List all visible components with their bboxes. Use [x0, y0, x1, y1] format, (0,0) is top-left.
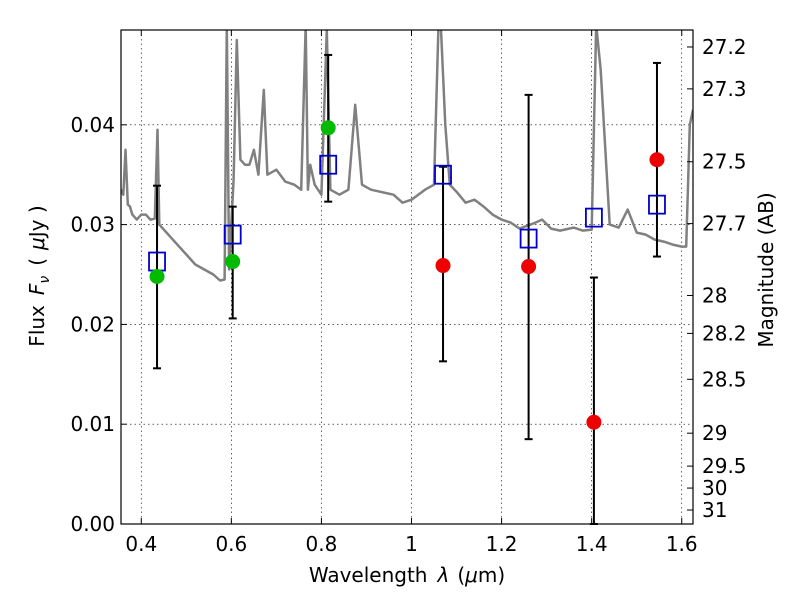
y-tick-label: 0.04	[70, 113, 115, 137]
errorbar-layer	[153, 53, 661, 525]
y-tick-label: 0.03	[70, 213, 115, 237]
x-tick-label: 0.8	[306, 532, 338, 556]
y2-axis-label: Magnitude (AB)	[754, 192, 778, 347]
red-dot	[649, 152, 665, 168]
model-square	[519, 228, 538, 249]
y2-tick-label: 27.7	[702, 212, 747, 236]
x-tick-label: 1.4	[576, 532, 608, 556]
y2-tick-label: 29.5	[702, 454, 747, 478]
x-axis-label: Wavelength λ (μm)	[309, 563, 505, 587]
y2-tick-label: 29	[702, 421, 727, 445]
y2-tick-label: 28.5	[702, 367, 747, 391]
model-square	[319, 154, 338, 175]
x-axis-ticks: 0.4 0.6 0.8 1 1.2 1.4 1.6	[125, 30, 698, 556]
y-tick-label: 0.01	[70, 412, 115, 436]
y-tick-label: 0.02	[70, 312, 115, 336]
red-dot	[521, 259, 537, 275]
plot-frame	[120, 29, 694, 525]
red-dot	[586, 414, 602, 430]
photometry-dot-layer	[149, 120, 665, 430]
y-axis-label: FluxFν(μJy )	[25, 205, 53, 346]
y2-tick-label: 27.3	[702, 77, 747, 101]
red-dot	[435, 258, 451, 274]
model-square	[648, 194, 666, 215]
y2-tick-label: 28.2	[702, 321, 747, 345]
y2-tick-label: 28	[702, 283, 727, 307]
x-tick-label: 0.4	[125, 532, 157, 556]
x-tick-label: 1	[405, 532, 418, 556]
y2-tick-label: 27.5	[702, 150, 747, 174]
x-tick-label: 0.6	[215, 532, 247, 556]
spectrum-layer	[121, 30, 693, 282]
grid-lines	[121, 30, 693, 525]
y2-tick-label: 31	[702, 498, 727, 522]
x-tick-label: 1.2	[486, 532, 518, 556]
y2-tick-label: 30	[702, 476, 727, 500]
green-dot	[320, 120, 336, 136]
y2-tick-label: 27.2	[702, 35, 747, 59]
model-square	[434, 164, 452, 185]
spectrum-line	[121, 30, 693, 282]
y-tick-label: 0.00	[70, 512, 115, 536]
green-dot	[149, 269, 165, 285]
x-tick-label: 1.6	[666, 532, 698, 556]
green-dot	[225, 254, 241, 270]
model-square	[585, 207, 603, 228]
model-square	[223, 224, 242, 245]
y-axis-ticks: 0.00 0.01 0.02 0.03 0.04	[70, 113, 127, 536]
